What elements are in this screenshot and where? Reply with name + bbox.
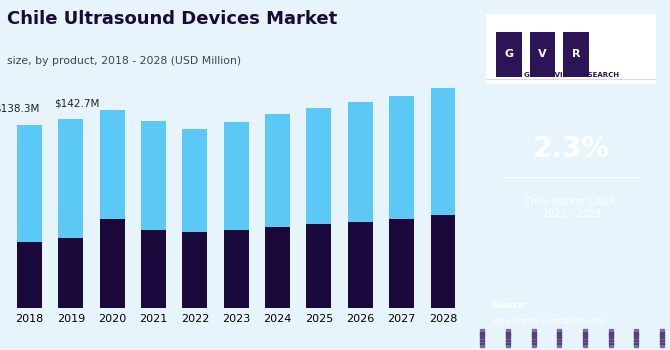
Bar (100, 110, 125, 219)
Bar (389, 219, 414, 308)
FancyBboxPatch shape (496, 32, 522, 77)
Bar (306, 108, 331, 224)
Text: V: V (538, 49, 547, 59)
Bar (17, 242, 42, 308)
Bar (182, 129, 207, 232)
Bar (17, 125, 42, 242)
Bar (348, 103, 373, 222)
Text: size, by product, 2018 - 2028 (USD Million): size, by product, 2018 - 2028 (USD Milli… (7, 56, 241, 66)
Bar (100, 219, 125, 308)
Polygon shape (531, 40, 554, 72)
Bar (348, 222, 373, 308)
Bar (141, 121, 166, 230)
Bar (58, 119, 83, 238)
Bar (306, 224, 331, 308)
Bar (141, 230, 166, 308)
Text: R: R (572, 49, 580, 59)
Bar (265, 114, 290, 227)
Text: www.grandviewresearch.com: www.grandviewresearch.com (492, 316, 605, 326)
Bar (182, 232, 207, 308)
Text: 2.3%: 2.3% (533, 135, 610, 163)
Bar (265, 227, 290, 308)
Bar (224, 122, 249, 230)
Text: Chile Market CAGR,
2021 - 2028: Chile Market CAGR, 2021 - 2028 (524, 197, 618, 219)
Text: GRAND VIEW RESEARCH: GRAND VIEW RESEARCH (524, 72, 618, 78)
Bar (431, 215, 456, 308)
Text: $138.3M: $138.3M (0, 104, 40, 114)
Bar (431, 88, 456, 215)
Text: G: G (505, 49, 513, 59)
Bar (224, 230, 249, 308)
FancyBboxPatch shape (486, 14, 656, 84)
FancyBboxPatch shape (563, 32, 589, 77)
Text: Chile Ultrasound Devices Market: Chile Ultrasound Devices Market (7, 10, 337, 28)
FancyBboxPatch shape (530, 32, 555, 77)
Bar (58, 238, 83, 308)
Text: $142.7M: $142.7M (54, 98, 100, 108)
Bar (389, 96, 414, 219)
Text: Source:: Source: (492, 301, 528, 310)
